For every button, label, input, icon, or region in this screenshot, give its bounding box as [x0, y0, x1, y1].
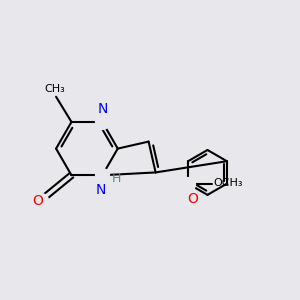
Text: N: N: [97, 102, 107, 116]
Text: OCH₃: OCH₃: [213, 178, 243, 188]
Text: O: O: [188, 191, 199, 206]
Text: O: O: [32, 194, 43, 208]
Text: H: H: [112, 172, 121, 185]
Text: CH₃: CH₃: [44, 84, 65, 94]
Text: N: N: [96, 183, 106, 197]
